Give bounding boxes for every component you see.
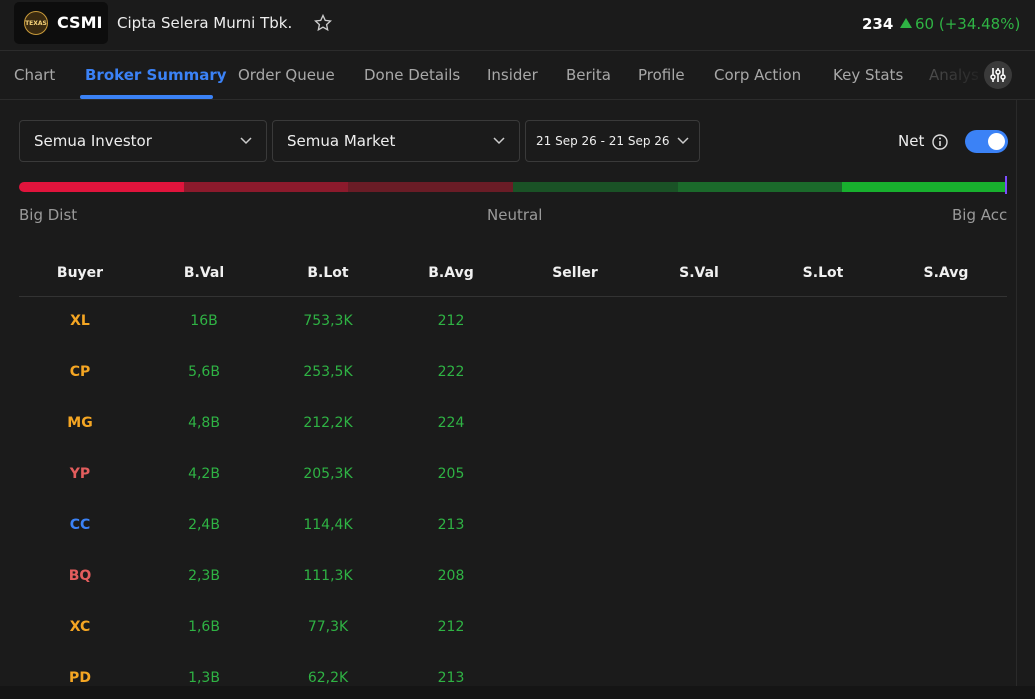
column-header: S.Val [679, 265, 719, 281]
divider [0, 50, 1035, 51]
cell-value: 212 [437, 619, 465, 635]
scale-middle: Neutral [487, 206, 543, 224]
tab[interactable]: Done Details [364, 66, 461, 84]
column-header: B.Val [183, 265, 225, 281]
cell-value: 5,6B [188, 364, 220, 380]
scale-right: Big Acc [952, 206, 1008, 224]
panel-edge [1016, 100, 1017, 699]
column-header: Buyer [56, 265, 104, 281]
net-toggle[interactable] [965, 130, 1008, 153]
tab[interactable]: Profile [638, 66, 685, 84]
cell-value: 111,3K [303, 568, 353, 584]
broker-code[interactable]: CP [69, 364, 91, 380]
divider [0, 99, 1035, 100]
scale-indicator [1005, 176, 1007, 194]
up-arrow [900, 18, 912, 28]
broker-code[interactable]: BQ [68, 568, 92, 584]
chevron [493, 137, 505, 145]
tab[interactable]: Broker Summary [85, 66, 227, 84]
toggle-knob [988, 133, 1005, 150]
tab[interactable]: Berita [566, 66, 611, 84]
tab-underline [80, 95, 213, 99]
cell-value: 213 [437, 517, 465, 533]
ticker: CSMI [57, 13, 103, 32]
net-label: Net [898, 132, 925, 150]
broker-code[interactable]: PD [69, 670, 91, 686]
column-header: Seller [552, 265, 598, 281]
logo: TEXAS [24, 11, 48, 35]
cell-value: 212 [437, 313, 465, 329]
tab[interactable]: Order Queue [238, 66, 335, 84]
cell-value: 77,3K [307, 619, 349, 635]
broker-code[interactable]: MG [67, 415, 93, 431]
cell-value: 224 [437, 415, 465, 431]
broker-code[interactable]: YP [69, 466, 91, 482]
broker-code[interactable]: CC [69, 517, 91, 533]
header-divider [19, 296, 1007, 297]
column-header: S.Avg [923, 265, 969, 281]
broker-code[interactable]: XL [70, 313, 90, 329]
scale-segment [513, 182, 678, 192]
cell-value: 205,3K [303, 466, 353, 482]
cell-value: 4,2B [188, 466, 220, 482]
column-header: B.Avg [428, 265, 474, 281]
cell-value: 1,6B [188, 619, 220, 635]
tab-fade [920, 55, 990, 95]
cell-value: 212,2K [303, 415, 353, 431]
scale-bar [19, 182, 1008, 192]
column-header: B.Lot [307, 265, 349, 281]
tab[interactable]: Key Stats [833, 66, 904, 84]
investor-dropdown[interactable]: Semua Investor [19, 120, 267, 162]
cell-value: 213 [437, 670, 465, 686]
scale-segment [183, 182, 349, 192]
market-dropdown[interactable]: Semua Market [272, 120, 520, 162]
star-icon[interactable] [314, 14, 332, 32]
scale-segment [842, 182, 1008, 192]
dropdown-label: Semua Investor [34, 132, 152, 150]
date-dropdown[interactable]: 21 Sep 26 - 21 Sep 26 [525, 120, 700, 162]
company-name: Cipta Selera Murni Tbk. [117, 14, 293, 32]
cell-value: 1,3B [188, 670, 220, 686]
scale-segment [677, 182, 843, 192]
scale-segment [19, 182, 184, 192]
cell-value: 2,4B [188, 517, 220, 533]
price-change: 60 (+34.48%) [915, 15, 1021, 33]
panel-bottom [0, 686, 1035, 699]
column-header: S.Lot [802, 265, 844, 281]
cell-value: 2,3B [188, 568, 220, 584]
broker-code[interactable]: XC [69, 619, 91, 635]
tab[interactable]: Corp Action [714, 66, 802, 84]
cell-value: 62,2K [307, 670, 349, 686]
cell-value: 114,4K [303, 517, 353, 533]
cell-value: 205 [437, 466, 465, 482]
cell-value: 753,3K [303, 313, 353, 329]
scale-left: Big Dist [19, 206, 78, 224]
info-icon[interactable] [932, 134, 948, 150]
tab[interactable]: Insider [487, 66, 538, 84]
dropdown-label: 21 Sep 26 - 21 Sep 26 [536, 134, 670, 148]
tab[interactable]: Chart [14, 66, 56, 84]
cell-value: 208 [437, 568, 465, 584]
cell-value: 253,5K [303, 364, 353, 380]
cell-value: 4,8B [188, 415, 220, 431]
settings-icon[interactable] [984, 61, 1012, 89]
chevron [240, 137, 252, 145]
scale-segment [348, 182, 514, 192]
price: 234 [862, 15, 894, 33]
dropdown-label: Semua Market [287, 132, 396, 150]
chevron [677, 137, 689, 145]
cell-value: 222 [437, 364, 465, 380]
cell-value: 16B [190, 313, 218, 329]
